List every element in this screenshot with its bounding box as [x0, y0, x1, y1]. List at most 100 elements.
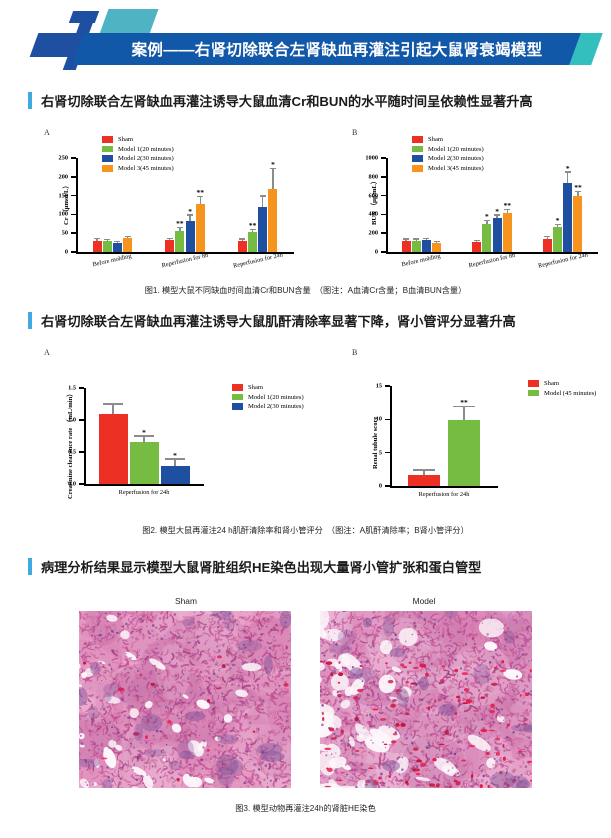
legend-item: Model 1(20 minutes) — [232, 394, 304, 401]
legend-swatch — [412, 165, 423, 172]
panel-letter-1b: B — [352, 128, 358, 137]
legend-item: Sham — [102, 136, 174, 143]
significance-marker: * — [495, 206, 499, 216]
error-bar-cap — [403, 238, 409, 240]
bar — [553, 227, 563, 252]
section-heading-3-text: 病理分析结果显示模型大鼠肾脏组织HE染色出现大量肾小管扩张和蛋白管型 — [41, 560, 482, 575]
y-axis-tick — [79, 387, 84, 389]
banner-decor-teal — [99, 9, 159, 34]
bar — [175, 231, 185, 252]
bar — [401, 240, 411, 252]
panel-letter-2a: A — [44, 348, 50, 357]
y-axis-tick-label: 0.0 — [68, 480, 76, 488]
bar — [123, 238, 133, 252]
error-bar-cap — [124, 236, 131, 238]
bar — [421, 240, 431, 252]
figure-1-caption: 图1. 模型大鼠不同缺血时间血清Cr和BUN含量 （图注：A血清Cr含量；B血清… — [144, 286, 467, 295]
plot-area: 0 5 10 15 Renal tubule score ** Reperfusion fo… — [372, 383, 498, 498]
bar — [102, 241, 112, 252]
legend-item: Model 2(30 minutes) — [102, 155, 174, 162]
error-bar-cap — [269, 167, 276, 170]
error-bar-cap — [94, 237, 100, 240]
error-bar — [506, 210, 508, 214]
error-bar-cap — [249, 228, 256, 230]
y-axis — [386, 158, 388, 252]
section-heading-3: 病理分析结果显示模型大鼠肾脏组织HE染色出现大量肾小管扩张和蛋白管型 — [28, 557, 481, 576]
legend-label: Sham — [248, 384, 264, 391]
y-axis-tick — [71, 232, 76, 234]
y-axis-tick — [71, 176, 76, 178]
error-bar-cap — [433, 240, 440, 243]
figure-3-caption: 图3. 模型动物再灌注24h的肾脏HE染色 — [235, 804, 376, 813]
legend-swatch — [102, 165, 113, 172]
bar — [160, 466, 190, 484]
legend-label: Sham — [118, 136, 134, 143]
error-bar-cap — [494, 214, 501, 216]
y-axis-tick — [381, 176, 386, 178]
error-bar — [546, 237, 548, 240]
legend-swatch — [102, 136, 113, 143]
error-bar — [496, 215, 498, 219]
legend-item: Model (45 minutes) — [528, 390, 596, 397]
error-bar-cap — [413, 469, 435, 471]
plot-area: 0 50 100 150 200 250 Cr （μmol/L） Before molding… — [59, 155, 294, 270]
section-heading-2-text: 右肾切除联合左肾缺血再灌注诱导大鼠肌酐清除率显著下降，肾小管评分显著升高 — [41, 314, 516, 329]
error-bar — [415, 239, 417, 241]
error-bar — [423, 470, 425, 475]
bar — [542, 239, 552, 252]
bar — [237, 241, 247, 252]
histology-image-sham — [79, 611, 291, 788]
significance-marker: ** — [248, 220, 257, 230]
error-bar-cap — [114, 240, 121, 242]
y-axis-tick — [381, 213, 386, 216]
y-axis-tick-label: 10 — [375, 415, 382, 423]
bar — [195, 203, 205, 252]
y-axis-tick — [381, 194, 386, 197]
histology-label-model: Model — [412, 596, 436, 606]
plot-area: 0.0 0.5 1.0 1.5 Creatinine clearance rate （m… — [67, 385, 204, 499]
error-bar — [272, 169, 274, 189]
y-axis-title: Creatinine clearance rate （mL/min） — [67, 390, 74, 499]
error-bar-cap — [544, 236, 551, 238]
y-axis-tick-label: 0 — [378, 482, 382, 490]
bar — [248, 232, 258, 252]
legend-item: Sham — [528, 380, 596, 387]
legend-item: Sham — [232, 384, 304, 391]
y-axis-title: Renal tubule score — [372, 417, 379, 470]
section-accent-mark — [28, 558, 32, 575]
significance-marker: * — [173, 450, 177, 460]
x-axis-category-label: Before molding — [401, 252, 442, 269]
section-heading-1: 右肾切除联合左肾缺血再灌注诱导大鼠血清Cr和BUN的水平随时间呈依赖性显著升高 — [28, 91, 533, 110]
y-axis-tick-label: 250 — [58, 154, 68, 162]
bar — [165, 240, 175, 252]
significance-marker: ** — [176, 219, 184, 229]
error-bar — [126, 237, 129, 239]
significance-marker: * — [188, 206, 192, 216]
bar — [492, 218, 502, 252]
bar — [432, 242, 442, 252]
y-axis-title: BUN （μg/mL） — [371, 177, 378, 226]
x-axis-category-label: Reperfusion for 8h — [161, 251, 209, 270]
y-axis — [84, 388, 86, 484]
section-heading-1-text: 右肾切除联合左肾缺血再灌注诱导大鼠血清Cr和BUN的水平随时间呈依赖性显著升高 — [41, 94, 533, 109]
error-bar — [486, 221, 488, 224]
panel-letter-1a: A — [44, 128, 50, 137]
y-axis-tick — [79, 419, 84, 421]
y-axis-tick — [71, 194, 76, 197]
error-bar-cap — [165, 458, 185, 460]
error-bar — [116, 241, 119, 243]
error-bar-cap — [483, 219, 490, 222]
error-bar-cap — [239, 238, 246, 240]
bar — [448, 420, 480, 486]
error-bar-cap — [166, 237, 173, 239]
chart-fig1a-serum-cr: 0 50 100 150 200 250 Cr （μmol/L） Before molding… — [44, 136, 300, 276]
y-axis-tick-label: 800 — [368, 173, 378, 181]
legend-item: Model 1(20 minutes) — [102, 146, 174, 153]
histology-label-sham: Sham — [175, 596, 197, 606]
significance-marker: ** — [574, 183, 582, 193]
y-axis-tick-label: 50 — [61, 229, 68, 237]
error-bar-cap — [473, 239, 480, 242]
y-axis-tick-label: 0.5 — [68, 448, 76, 456]
section-heading-2: 右肾切除联合左肾缺血再灌注诱导大鼠肌酐清除率显著下降，肾小管评分显著升高 — [28, 311, 516, 330]
y-axis-tick-label: 150 — [58, 192, 68, 200]
